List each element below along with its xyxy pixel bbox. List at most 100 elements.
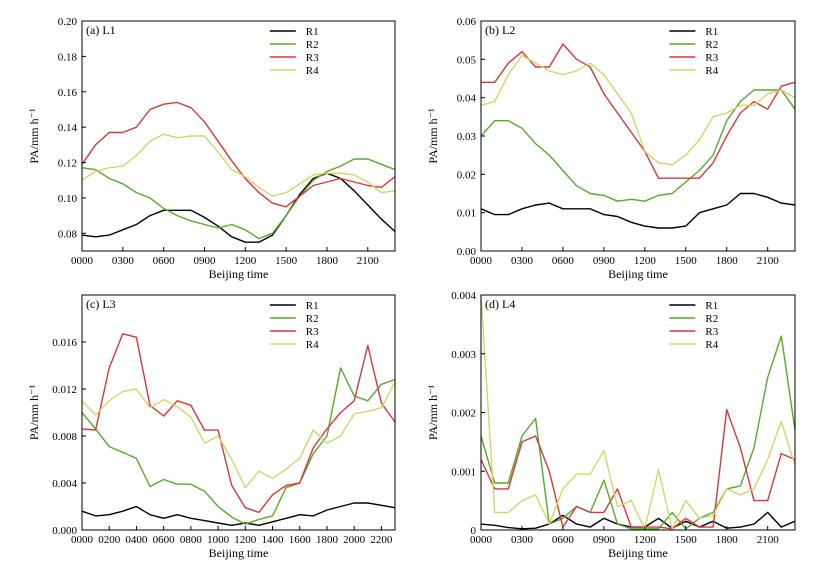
legend-label-r2: R2 [705, 313, 718, 325]
y-tick-label: 0.08 [58, 228, 78, 240]
y-tick-label: 0.002 [451, 408, 476, 420]
panel-title: (b) L2 [485, 23, 515, 37]
series-line-r4 [480, 54, 796, 166]
x-tick-label: 1800 [316, 534, 339, 546]
x-tick-label: 2100 [357, 255, 380, 267]
x-tick-label: 1500 [675, 534, 698, 546]
y-tick-label: 0.12 [58, 158, 77, 170]
x-tick-label: 1500 [675, 255, 698, 267]
x-tick-label: 0000 [470, 255, 493, 267]
y-tick-label: 0.004 [451, 290, 476, 302]
y-tick-label: 0.000 [52, 525, 77, 537]
plot-frame [480, 294, 796, 531]
legend-label-r4: R4 [306, 339, 319, 351]
x-tick-label: 0600 [552, 255, 575, 267]
x-tick-label: 2200 [370, 534, 393, 546]
y-tick-label: 0.14 [58, 122, 78, 134]
x-tick-label: 1200 [634, 534, 657, 546]
y-tick-label: 0.01 [457, 208, 476, 220]
series-line-r4 [81, 133, 396, 197]
y-tick-label: 0.10 [58, 193, 78, 205]
y-tick-label: 0.016 [52, 337, 77, 349]
panel-title: (a) L1 [86, 23, 116, 37]
x-tick-label: 0400 [125, 534, 148, 546]
y-tick-label: 0.05 [457, 54, 477, 66]
y-axis-label: PA/mm h⁻¹ [27, 385, 41, 441]
chart-panel-a: 0000 0300 0600 0900 1200 1500 1800 2100 0.08 0.10… [27, 16, 396, 281]
series-line-r3 [81, 101, 396, 208]
series-line-r2 [480, 335, 796, 530]
legend-label-r2: R2 [306, 39, 319, 51]
y-tick-label: 0.04 [457, 93, 477, 105]
y-tick-label: 0.20 [58, 16, 78, 28]
y-tick-label: 0.004 [52, 478, 77, 490]
x-tick-label: 0600 [552, 534, 575, 546]
series-line-r1 [81, 172, 396, 243]
plot-frame [81, 294, 396, 531]
x-tick-label: 0300 [511, 534, 534, 546]
x-axis-label: Beijing time [608, 546, 668, 560]
series-line-r3 [480, 408, 796, 530]
legend-label-r4: R4 [306, 65, 319, 77]
x-tick-label: 0800 [180, 534, 203, 546]
x-tick-label: 1500 [275, 255, 298, 267]
x-tick-label: 0900 [193, 255, 216, 267]
x-tick-label: 0000 [71, 255, 94, 267]
x-tick-label: 1800 [716, 534, 739, 546]
series-line-r3 [481, 43, 796, 179]
y-tick-label: 0.06 [457, 16, 477, 28]
legend-label-r3: R3 [306, 326, 319, 338]
legend-label-r1: R1 [705, 26, 718, 38]
x-tick-label: 1200 [234, 534, 257, 546]
series-line-r2 [81, 367, 396, 525]
x-tick-label: 1200 [634, 255, 657, 267]
x-axis-label: Beijing time [209, 546, 269, 560]
panel-title: (c) L3 [86, 297, 116, 311]
legend-label-r1: R1 [306, 300, 319, 312]
x-tick-label: 0900 [593, 534, 616, 546]
legend-label-r3: R3 [705, 326, 718, 338]
x-tick-label: 0000 [71, 534, 94, 546]
x-tick-label: 1400 [262, 534, 285, 546]
x-tick-label: 0600 [153, 534, 176, 546]
x-axis-label: Beijing time [608, 267, 668, 281]
y-tick-label: 0.003 [451, 349, 476, 361]
chart-panel-c: 0000 0200 0400 0600 0800 1000 1200 1400 1600 1800… [27, 294, 396, 560]
x-tick-label: 1200 [234, 255, 257, 267]
y-tick-label: 0.001 [451, 466, 476, 478]
legend-label-r2: R2 [705, 39, 718, 51]
series-line-r4 [480, 294, 796, 530]
x-tick-label: 0300 [112, 255, 135, 267]
y-tick-label: 0.02 [457, 169, 476, 181]
y-axis-label: PA/mm h⁻¹ [426, 108, 440, 164]
y-tick-label: 0 [471, 525, 477, 537]
chart-panel-b: 0000 0300 0600 0900 1200 1500 1800 2100 0.00 0.01… [426, 16, 796, 281]
x-tick-label: 1800 [316, 255, 339, 267]
plot-frame [81, 20, 396, 252]
x-tick-label: 1600 [289, 534, 312, 546]
legend-label-r4: R4 [705, 339, 718, 351]
y-tick-label: 0.00 [457, 246, 477, 258]
x-tick-label: 0300 [511, 255, 534, 267]
x-tick-label: 1000 [207, 534, 230, 546]
series-line-r1 [480, 192, 796, 229]
y-axis-label: PA/mm h⁻¹ [426, 385, 440, 441]
y-axis-label: PA/mm h⁻¹ [27, 108, 41, 164]
x-tick-label: 2000 [343, 534, 366, 546]
legend-label-r3: R3 [306, 52, 319, 64]
x-tick-label: 2100 [757, 534, 780, 546]
legend-label-r4: R4 [705, 65, 718, 77]
y-tick-label: 0.03 [457, 131, 477, 143]
y-tick-label: 0.008 [52, 431, 77, 443]
y-tick-label: 0.18 [58, 51, 78, 63]
y-tick-label: 0.012 [52, 384, 77, 396]
legend-label-r3: R3 [705, 52, 718, 64]
panel-title: (d) L4 [485, 297, 515, 311]
series-line-r1 [81, 502, 396, 526]
x-tick-label: 0200 [98, 534, 121, 546]
chart-panel-d: 0000 0300 0600 0900 1200 1500 1800 2100 0 0.001 0.… [426, 290, 796, 560]
